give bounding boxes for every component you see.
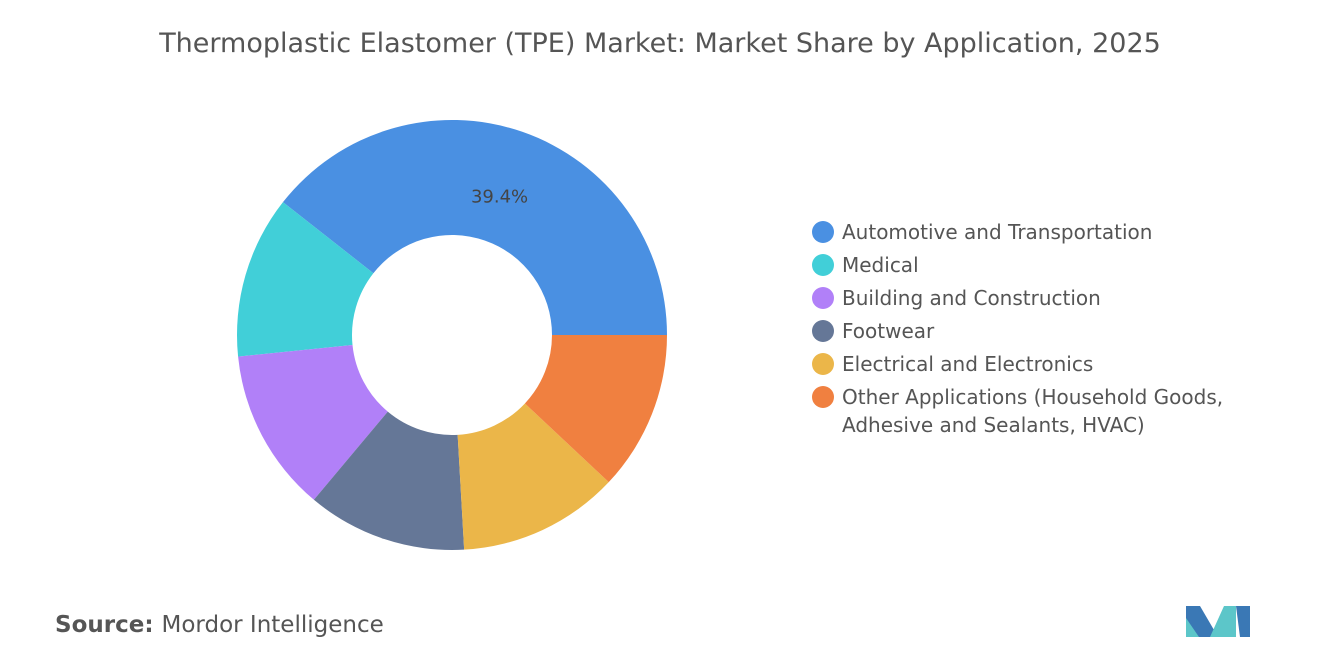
legend-item: Building and Construction xyxy=(812,284,1242,312)
legend-item: Automotive and Transportation xyxy=(812,218,1242,246)
value-label: 39.4% xyxy=(471,186,528,207)
slice xyxy=(524,335,667,483)
logo xyxy=(1186,606,1250,637)
legend-swatch xyxy=(812,353,834,375)
legend-swatch xyxy=(812,386,834,408)
source: Source: Mordor Intelligence xyxy=(55,612,384,638)
legend-swatch xyxy=(812,254,834,276)
legend-label: Electrical and Electronics xyxy=(842,352,1094,376)
source-text: Mordor Intelligence xyxy=(161,612,384,638)
slice xyxy=(237,202,374,357)
legend-swatch xyxy=(812,320,834,342)
slice xyxy=(313,411,465,550)
legend-swatch xyxy=(812,221,834,243)
slice xyxy=(238,345,388,500)
slice xyxy=(457,403,609,550)
slice xyxy=(282,119,667,335)
legend-label: Automotive and Transportation xyxy=(842,220,1153,244)
chart-title: Thermoplastic Elastomer (TPE) Market: Ma… xyxy=(159,28,1161,59)
legend-item: Footwear xyxy=(812,317,1242,345)
legend-item: Electrical and Electronics xyxy=(812,350,1242,378)
legend-item: Medical xyxy=(812,251,1242,279)
legend-swatch xyxy=(812,287,834,309)
legend-label: Footwear xyxy=(842,319,935,343)
legend-label: Other Applications (Household Goods, Adh… xyxy=(842,385,1224,437)
legend-label: Medical xyxy=(842,253,919,277)
source-label: Source: xyxy=(55,612,154,638)
legend-label: Building and Construction xyxy=(842,286,1101,310)
legend: Automotive and Transportation Medical Buil… xyxy=(812,218,1242,444)
legend-item: Other Applications (Household Goods, Adh… xyxy=(812,383,1242,439)
